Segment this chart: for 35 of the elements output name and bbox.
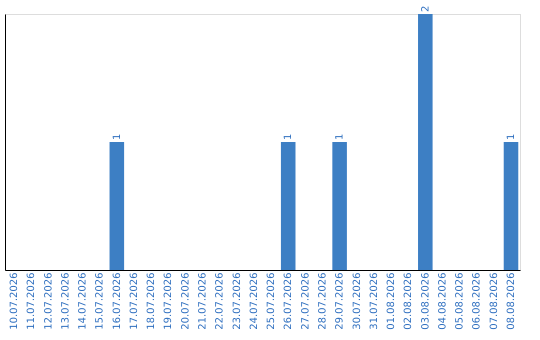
data-label: 1	[506, 134, 518, 140]
x-tick-label: 23.07.2026	[232, 272, 243, 330]
x-tick-label: 16.07.2026	[112, 272, 123, 330]
x-tick-label: 22.07.2026	[214, 272, 226, 330]
x-tick-label: 18.07.2026	[146, 272, 158, 330]
x-tick-label: 28.07.2026	[317, 272, 328, 330]
x-tick-label: 03.08.2026	[420, 272, 432, 330]
x-tick-label: 30.07.2026	[352, 272, 363, 330]
x-tick-label: 31.07.2026	[368, 272, 380, 330]
x-tick-label: 26.07.2026	[283, 272, 294, 330]
x-tick-label: 15.07.2026	[94, 272, 106, 330]
data-label: 1	[112, 134, 123, 140]
x-tick-label: 12.07.2026	[43, 272, 54, 330]
x-tick-label: 14.07.2026	[78, 272, 89, 330]
x-tick-label: 06.08.2026	[472, 272, 483, 330]
x-tick-label: 25.07.2026	[266, 272, 278, 330]
x-tick-label: 19.07.2026	[163, 272, 174, 330]
x-tick-label: 01.08.2026	[386, 272, 398, 330]
x-tick-label: 10.07.2026	[9, 272, 20, 330]
x-tick-label: 24.07.2026	[248, 272, 260, 330]
x-tick-label: 29.07.2026	[334, 272, 346, 330]
data-label: 1	[334, 134, 346, 140]
x-tick-label: 05.08.2026	[454, 272, 466, 330]
x-tick-label: 20.07.2026	[180, 272, 192, 330]
x-tick-label: 13.07.2026	[60, 272, 72, 330]
x-tick-label: 04.08.2026	[437, 272, 448, 330]
data-label: 1	[283, 134, 294, 140]
x-tick-label: 17.07.2026	[128, 272, 140, 330]
x-tick-label: 21.07.2026	[198, 272, 209, 330]
x-tick-label: 11.07.2026	[26, 272, 38, 330]
x-tick-label: 02.08.2026	[403, 272, 414, 330]
data-label: 2	[420, 6, 432, 12]
x-tick-label: 07.08.2026	[488, 272, 500, 330]
x-tick-label: 08.08.2026	[506, 272, 518, 330]
x-tick-label: 27.07.2026	[300, 272, 312, 330]
